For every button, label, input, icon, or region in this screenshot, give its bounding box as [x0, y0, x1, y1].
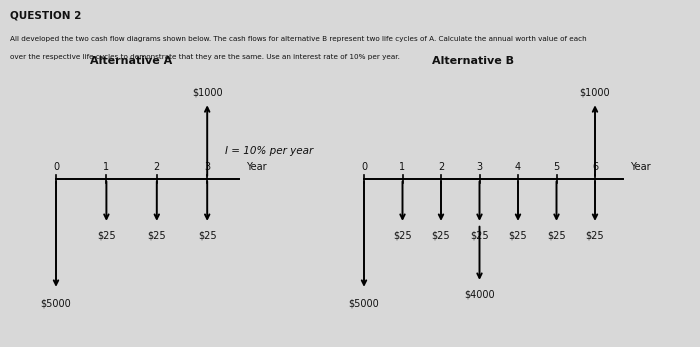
Text: Alternative B: Alternative B — [431, 56, 514, 66]
Text: $25: $25 — [586, 230, 604, 240]
Text: 2: 2 — [154, 162, 160, 172]
Text: over the respective life cycles to demonstrate that they are the same. Use an in: over the respective life cycles to demon… — [10, 54, 400, 60]
Text: Year: Year — [630, 162, 650, 172]
Text: $1000: $1000 — [192, 87, 223, 97]
Text: $25: $25 — [148, 230, 166, 240]
Text: QUESTION 2: QUESTION 2 — [10, 10, 82, 20]
Text: 0: 0 — [361, 162, 367, 172]
Text: 2: 2 — [438, 162, 444, 172]
Text: All developed the two cash flow diagrams shown below. The cash flows for alterna: All developed the two cash flow diagrams… — [10, 36, 587, 42]
Text: 6: 6 — [592, 162, 598, 172]
Text: $25: $25 — [432, 230, 450, 240]
Text: Alternative A: Alternative A — [90, 56, 173, 66]
Text: $4000: $4000 — [464, 289, 495, 299]
Text: $5000: $5000 — [349, 298, 379, 308]
Text: I = 10% per year: I = 10% per year — [225, 146, 314, 156]
Text: $25: $25 — [547, 230, 566, 240]
Text: 3: 3 — [204, 162, 210, 172]
Text: 0: 0 — [53, 162, 59, 172]
Text: $25: $25 — [470, 230, 489, 240]
Text: $1000: $1000 — [580, 87, 610, 97]
Text: $25: $25 — [393, 230, 412, 240]
Text: 1: 1 — [400, 162, 405, 172]
Text: $25: $25 — [97, 230, 116, 240]
Text: 5: 5 — [554, 162, 559, 172]
Text: 4: 4 — [515, 162, 521, 172]
Text: $25: $25 — [509, 230, 527, 240]
Text: 3: 3 — [477, 162, 482, 172]
Text: 1: 1 — [104, 162, 109, 172]
Text: $5000: $5000 — [41, 298, 71, 308]
Text: Year: Year — [246, 162, 266, 172]
Text: $25: $25 — [198, 230, 216, 240]
